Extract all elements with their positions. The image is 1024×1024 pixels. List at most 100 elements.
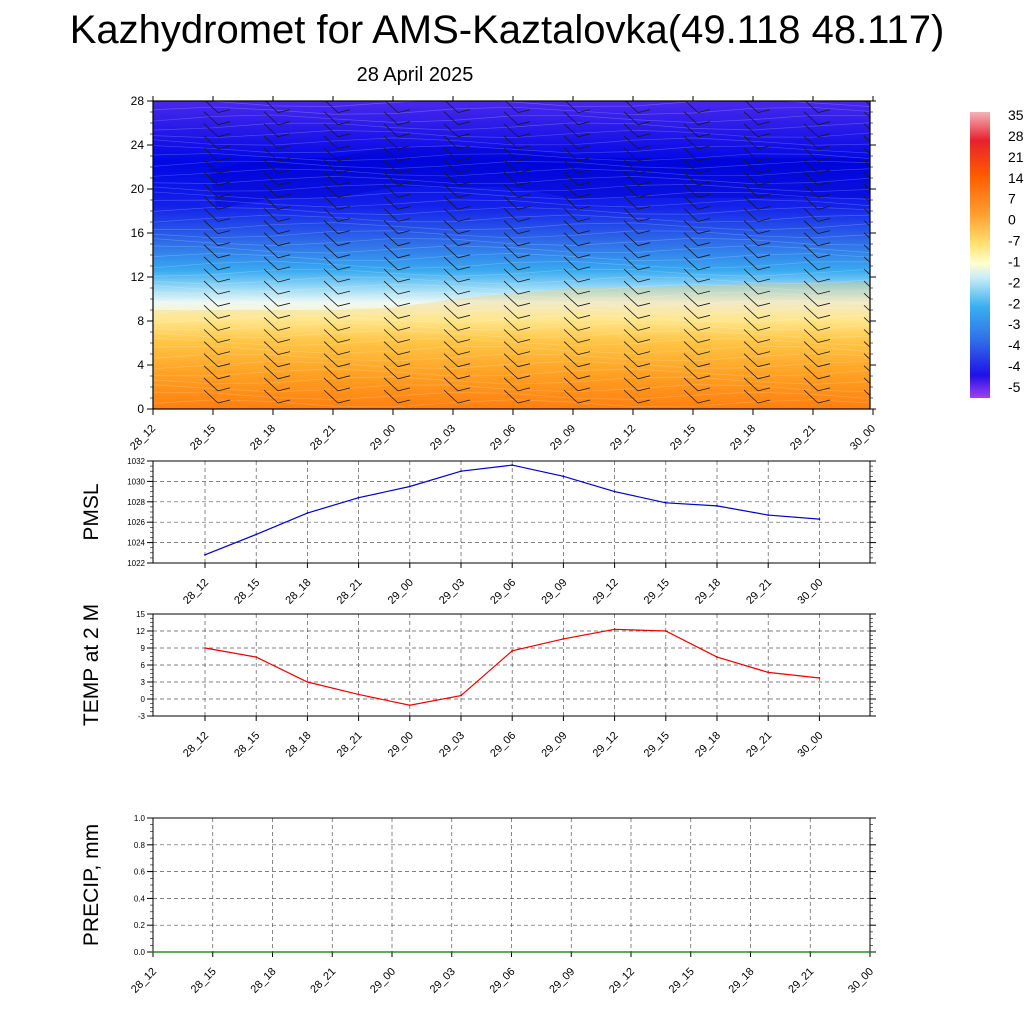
wind-barb [564,101,591,113]
wind-barb [443,159,471,174]
wind-barb [683,305,711,319]
wind-barb [623,353,651,368]
wind-barb [503,292,531,307]
wind-barb [503,341,531,355]
contour-line [153,160,870,169]
wind-barb [743,268,771,283]
contour-line [153,368,870,377]
wind-barb [623,292,651,307]
wind-barb [623,232,651,247]
wind-barb [203,232,231,247]
wind-barb [683,244,711,259]
contour-line [153,291,870,300]
wind-barb [323,256,351,271]
wind-barb [924,209,950,222]
colorbar-label: -4 [1008,358,1021,374]
wind-barb [863,135,870,143]
wind-barb [263,111,291,126]
wind-barb [623,159,651,174]
wind-barb [863,196,870,203]
wind-barb [623,147,651,162]
y-tick-label: 0.2 [134,921,146,930]
data-point [204,553,206,556]
wind-barb [743,147,771,162]
y-tick-label: 1028 [127,498,145,507]
x-tick-label: 29_18 [693,577,723,607]
x-tick-label: 29_03 [428,966,458,996]
x-tick-label: 29_00 [368,966,398,996]
wind-barb [924,172,950,185]
wind-barb [803,171,831,186]
x-tick-label: 29_18 [727,966,757,996]
wind-barb [924,378,950,391]
x-tick-label: 28_15 [232,730,262,760]
wind-barb [863,317,870,324]
line-panels: 1022 1024 1026 1028 1030 1032 28_12 28_15 28_18 2… [80,457,876,996]
wind-barb [383,317,411,331]
wind-barb [683,220,711,234]
wind-barb [323,377,351,392]
x-tick-label: 29_21 [744,730,774,760]
x-tick-label: 28_12 [181,577,211,607]
wind-barb [563,341,591,355]
wind-barb [503,147,531,162]
wind-barb [623,377,651,392]
wind-barb [803,196,831,210]
data-point [357,496,360,499]
data-point [271,951,274,953]
wind-barb [563,159,591,174]
y-tick-label: 1024 [127,539,145,548]
wind-barb [743,377,771,392]
wind-barb [563,184,591,198]
wind-barb [623,208,651,222]
wind-barb [324,101,351,113]
wind-barb [503,377,531,392]
wind-barb [503,220,531,234]
wind-barb [623,135,651,150]
wind-barb [443,341,471,355]
x-tick-label: 30_00 [795,577,825,607]
y-tick-label: 16 [131,226,145,240]
x-tick-label: 28_18 [283,730,313,760]
wind-barb [263,353,291,368]
wind-barb [924,366,950,379]
y-tick-label: 24 [131,138,145,152]
data-point [408,704,411,707]
y-tick-label: 1.0 [134,814,146,823]
wind-barb [924,342,950,355]
wind-barb [863,111,870,118]
wind-barb [863,292,870,300]
contour-line [153,260,870,270]
wind-barb [623,317,651,331]
data-point [818,677,821,679]
wind-barb [803,292,831,307]
x-tick-label: 28_15 [189,966,219,996]
data-point [460,470,462,473]
wind-barb [323,353,351,368]
chart-title: Kazhydromet for AMS-Kaztalovka(49.118 48… [69,8,945,52]
wind-barb [203,123,231,138]
wind-barb [323,123,351,138]
wind-barb [863,256,870,264]
heatmap-panel: 0 4 8 12 16 20 24 28 28_12 28_15 28_18 28_21 29_00 29… [128,94,950,453]
x-tick-label: 29_15 [642,730,672,760]
wind-barb [683,208,711,222]
wind-barb [503,365,531,380]
x-tick-label: 28_18 [283,577,313,607]
wind-barb [623,220,651,234]
wind-barb [803,184,831,198]
wind-barb [203,268,231,283]
wind-barb [383,353,411,368]
colorbar-label: -2 [1008,295,1021,311]
wind-barb [623,365,651,380]
wind-barb [503,244,531,259]
y-tick-label: 28 [131,94,145,108]
wind-barb [503,317,531,331]
wind-barb [924,196,950,209]
x-tick-label: 29_06 [488,577,518,607]
x-tick-label: 29_21 [788,423,818,453]
wind-barb [503,171,531,186]
x-tick-label: 29_12 [608,423,638,453]
wind-barb [863,341,870,348]
